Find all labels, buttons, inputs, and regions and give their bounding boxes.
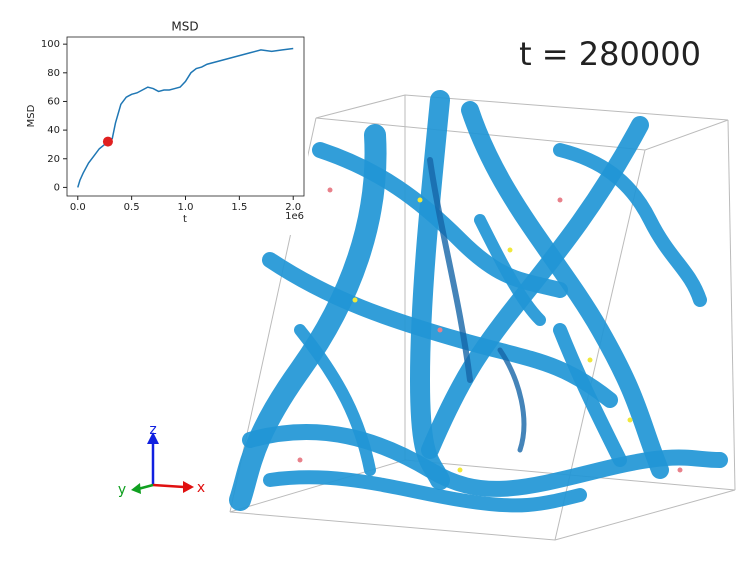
z-arrowhead: [147, 432, 159, 444]
y-tick-label: 100: [41, 39, 60, 50]
y-axis-label: MSD: [26, 104, 37, 127]
fiber: [294, 324, 376, 476]
x-offset-label: 1e6: [285, 211, 304, 222]
y-tick-label: 0: [54, 182, 60, 193]
fiber: [312, 142, 568, 298]
x-arrow: [152, 483, 185, 489]
fiber-shadow: [427, 157, 473, 383]
y-tick-label: 80: [47, 68, 60, 79]
particle: [677, 467, 683, 473]
axes-triad: z x y: [118, 422, 205, 498]
fiber-shadow: [497, 347, 527, 453]
particle-group: [352, 197, 633, 473]
z-label: z: [149, 422, 156, 438]
y-tick-label: 40: [47, 125, 60, 136]
fiber: [242, 423, 728, 497]
fiber: [229, 124, 387, 511]
y-label: y: [118, 482, 126, 498]
particle: [417, 197, 423, 203]
y-arrowhead: [131, 483, 141, 494]
particle: [297, 457, 303, 463]
particle: [437, 327, 443, 333]
chart-panel: [0, 0, 308, 235]
x-tick-label: 1.0: [178, 202, 194, 213]
x-tick-label: 0.5: [124, 202, 140, 213]
particle: [507, 247, 513, 253]
x-arrowhead: [183, 481, 194, 493]
particle: [352, 297, 358, 303]
particle: [587, 357, 593, 363]
particle: [457, 467, 463, 473]
x-axis-label: t: [183, 214, 187, 225]
timestamp: t = 280000: [519, 35, 701, 73]
current-point: [102, 136, 113, 147]
box-edge: [727, 119, 736, 491]
particle: [557, 197, 563, 203]
fiber: [474, 214, 546, 326]
x-tick-label: 1.5: [231, 202, 247, 213]
x-tick-label: 2.0: [285, 202, 301, 213]
x-label: x: [197, 480, 205, 496]
y-tick-label: 20: [47, 154, 60, 165]
fiber: [263, 470, 587, 513]
fiber: [553, 143, 707, 307]
particle: [627, 417, 633, 423]
y-arrow: [137, 483, 154, 491]
y-tick-label: 60: [47, 96, 60, 107]
fiber: [461, 101, 669, 479]
simulation-render: [229, 90, 736, 541]
fiber: [553, 323, 627, 467]
particle: [327, 187, 333, 193]
x-tick-label: 0.0: [70, 202, 86, 213]
particle-group: [297, 187, 683, 473]
fiber: [262, 252, 618, 408]
line-series: [77, 47, 294, 188]
chart-title: MSD: [171, 20, 198, 34]
